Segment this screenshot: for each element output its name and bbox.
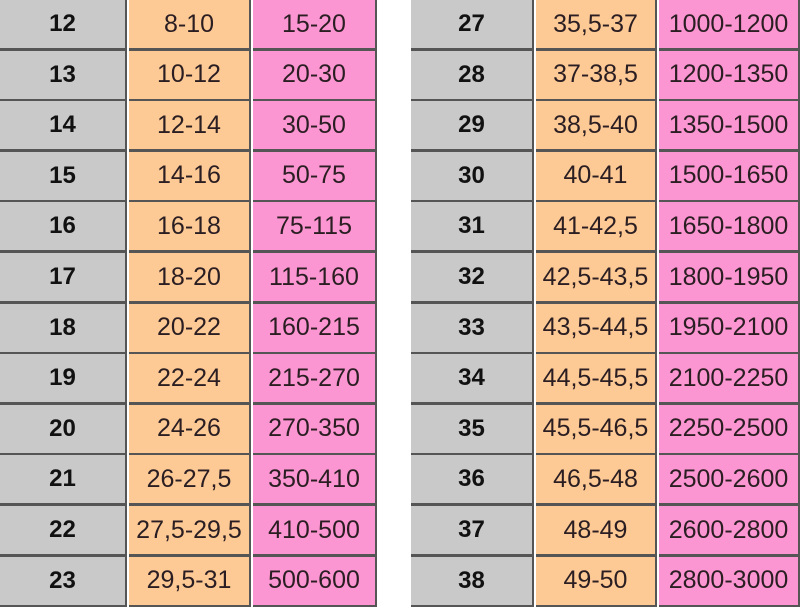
right-orange-range-cell: 46,5-48 — [536, 453, 657, 506]
left-number-cell: 13 — [0, 48, 127, 101]
table-row: 12 8-10 15-20 27 35,5-37 1000-1200 — [0, 0, 800, 50]
right-pink-range-cell: 1650-1800 — [659, 200, 800, 253]
right-orange-range-cell: 49-50 — [536, 554, 657, 607]
left-pink-range-cell: 50-75 — [253, 149, 377, 202]
column-gap — [379, 149, 409, 202]
left-pink-range-cell: 270-350 — [253, 402, 377, 455]
column-gap — [379, 0, 409, 50]
column-gap — [379, 453, 409, 506]
right-number-cell: 31 — [411, 200, 534, 253]
left-pink-range-cell: 20-30 — [253, 48, 377, 101]
right-orange-range-cell: 42,5-43,5 — [536, 251, 657, 303]
column-gap — [379, 504, 409, 556]
right-pink-range-cell: 1200-1350 — [659, 48, 800, 101]
left-pink-range-cell: 30-50 — [253, 99, 377, 152]
right-number-cell: 36 — [411, 453, 534, 506]
right-orange-range-cell: 45,5-46,5 — [536, 402, 657, 455]
right-orange-range-cell: 41-42,5 — [536, 200, 657, 253]
left-pink-range-cell: 410-500 — [253, 504, 377, 556]
table-row: 19 22-24 215-270 34 44,5-45,5 2100-2250 — [0, 352, 800, 405]
right-orange-range-cell: 38,5-40 — [536, 99, 657, 152]
left-pink-range-cell: 75-115 — [253, 200, 377, 253]
table-row: 16 16-18 75-115 31 41-42,5 1650-1800 — [0, 200, 800, 253]
right-pink-range-cell: 2800-3000 — [659, 554, 800, 607]
right-orange-range-cell: 40-41 — [536, 149, 657, 202]
right-number-cell: 34 — [411, 352, 534, 405]
left-orange-range-cell: 27,5-29,5 — [129, 504, 251, 556]
right-pink-range-cell: 2600-2800 — [659, 504, 800, 556]
right-pink-range-cell: 1000-1200 — [659, 0, 800, 50]
left-number-cell: 12 — [0, 0, 127, 50]
table-row: 17 18-20 115-160 32 42,5-43,5 1800-1950 — [0, 251, 800, 303]
left-orange-range-cell: 26-27,5 — [129, 453, 251, 506]
right-number-cell: 38 — [411, 554, 534, 607]
column-gap — [379, 200, 409, 253]
right-pink-range-cell: 1500-1650 — [659, 149, 800, 202]
right-pink-range-cell: 2250-2500 — [659, 402, 800, 455]
left-number-cell: 19 — [0, 352, 127, 405]
left-orange-range-cell: 8-10 — [129, 0, 251, 50]
table-row: 21 26-27,5 350-410 36 46,5-48 2500-2600 — [0, 453, 800, 506]
right-orange-range-cell: 43,5-44,5 — [536, 301, 657, 354]
column-gap — [379, 99, 409, 152]
right-pink-range-cell: 2500-2600 — [659, 453, 800, 506]
column-gap — [379, 352, 409, 405]
left-number-cell: 23 — [0, 554, 127, 607]
column-gap — [379, 554, 409, 607]
table-row: 22 27,5-29,5 410-500 37 48-49 2600-2800 — [0, 504, 800, 556]
table-row: 15 14-16 50-75 30 40-41 1500-1650 — [0, 149, 800, 202]
table-row: 18 20-22 160-215 33 43,5-44,5 1950-2100 — [0, 301, 800, 354]
left-orange-range-cell: 22-24 — [129, 352, 251, 405]
left-orange-range-cell: 16-18 — [129, 200, 251, 253]
left-orange-range-cell: 18-20 — [129, 251, 251, 303]
left-number-cell: 17 — [0, 251, 127, 303]
left-pink-range-cell: 115-160 — [253, 251, 377, 303]
right-number-cell: 37 — [411, 504, 534, 556]
left-pink-range-cell: 350-410 — [253, 453, 377, 506]
left-number-cell: 15 — [0, 149, 127, 202]
left-orange-range-cell: 29,5-31 — [129, 554, 251, 607]
right-orange-range-cell: 44,5-45,5 — [536, 352, 657, 405]
right-number-cell: 33 — [411, 301, 534, 354]
left-orange-range-cell: 24-26 — [129, 402, 251, 455]
left-orange-range-cell: 12-14 — [129, 99, 251, 152]
column-gap — [379, 301, 409, 354]
table-row: 23 29,5-31 500-600 38 49-50 2800-3000 — [0, 554, 800, 607]
left-orange-range-cell: 10-12 — [129, 48, 251, 101]
left-pink-range-cell: 500-600 — [253, 554, 377, 607]
right-orange-range-cell: 37-38,5 — [536, 48, 657, 101]
left-pink-range-cell: 160-215 — [253, 301, 377, 354]
right-orange-range-cell: 48-49 — [536, 504, 657, 556]
right-pink-range-cell: 2100-2250 — [659, 352, 800, 405]
column-gap — [379, 251, 409, 303]
table-row: 14 12-14 30-50 29 38,5-40 1350-1500 — [0, 99, 800, 152]
left-number-cell: 21 — [0, 453, 127, 506]
left-number-cell: 14 — [0, 99, 127, 152]
left-orange-range-cell: 14-16 — [129, 149, 251, 202]
column-gap — [379, 48, 409, 101]
right-pink-range-cell: 1350-1500 — [659, 99, 800, 152]
right-pink-range-cell: 1800-1950 — [659, 251, 800, 303]
left-orange-range-cell: 20-22 — [129, 301, 251, 354]
right-number-cell: 28 — [411, 48, 534, 101]
table-row: 13 10-12 20-30 28 37-38,5 1200-1350 — [0, 48, 800, 101]
left-number-cell: 22 — [0, 504, 127, 556]
right-number-cell: 32 — [411, 251, 534, 303]
right-number-cell: 35 — [411, 402, 534, 455]
right-number-cell: 27 — [411, 0, 534, 50]
left-number-cell: 20 — [0, 402, 127, 455]
right-pink-range-cell: 1950-2100 — [659, 301, 800, 354]
left-number-cell: 16 — [0, 200, 127, 253]
right-number-cell: 30 — [411, 149, 534, 202]
column-gap — [379, 402, 409, 455]
right-number-cell: 29 — [411, 99, 534, 152]
left-pink-range-cell: 215-270 — [253, 352, 377, 405]
left-pink-range-cell: 15-20 — [253, 0, 377, 50]
table-row: 20 24-26 270-350 35 45,5-46,5 2250-2500 — [0, 402, 800, 455]
right-orange-range-cell: 35,5-37 — [536, 0, 657, 50]
left-number-cell: 18 — [0, 301, 127, 354]
